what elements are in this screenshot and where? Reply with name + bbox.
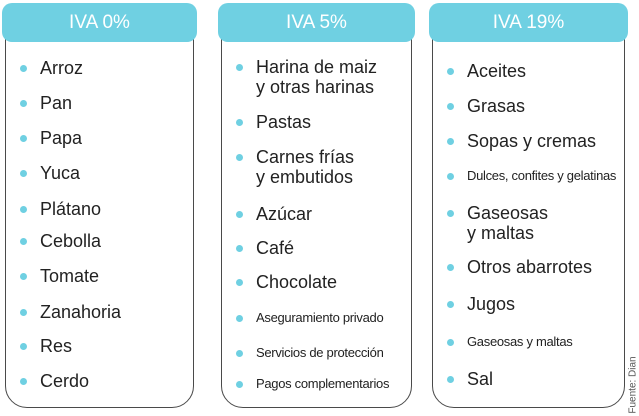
bullet-icon [236, 381, 243, 388]
list-item: Grasas [447, 96, 618, 116]
bullet-icon [20, 65, 27, 72]
bullet-icon [447, 103, 454, 110]
list-item: Servicios de protección [236, 343, 405, 363]
bullet-icon [20, 206, 27, 213]
bullet-icon [236, 211, 243, 218]
bullet-icon [236, 315, 243, 322]
bullet-icon [447, 68, 454, 75]
list-item: Res [20, 336, 187, 356]
column-iva-19: IVA 19% Aceites Grasas Sopas y cremas Du… [429, 3, 628, 408]
bullet-icon [447, 301, 454, 308]
list-item: Azúcar [236, 204, 405, 224]
list-item: Gaseosas y maltas [447, 203, 618, 243]
list-item: Papa [20, 128, 187, 148]
list-item: Carnes frías y embutidos [236, 147, 405, 187]
bullet-icon [447, 264, 454, 271]
bullet-icon [447, 339, 454, 346]
column-header-iva-0: IVA 0% [2, 3, 197, 42]
list-item: Chocolate [236, 272, 405, 292]
list-item: Otros abarrotes [447, 257, 618, 277]
list-item: Dulces, confites y gelatinas [447, 166, 618, 186]
list-item: Aceites [447, 61, 618, 81]
list-item: Plátano [20, 199, 187, 219]
list-item: Pagos complementarios [236, 374, 405, 394]
column-header-iva-19: IVA 19% [429, 3, 628, 42]
bullet-icon [20, 343, 27, 350]
list-item: Pan [20, 93, 187, 113]
column-iva-0: IVA 0% Arroz Pan Papa Yuca Plátano Cebol… [2, 3, 197, 408]
list-item: Yuca [20, 163, 187, 183]
bullet-icon [236, 64, 243, 71]
list-item: Gaseosas y maltas [447, 332, 618, 352]
bullet-icon [447, 210, 454, 217]
list-item: Sal [447, 369, 618, 389]
bullet-icon [20, 100, 27, 107]
column-header-iva-5: IVA 5% [218, 3, 415, 42]
list-item: Aseguramiento privado [236, 308, 405, 328]
bullet-icon [20, 273, 27, 280]
bullet-icon [20, 238, 27, 245]
list-item: Pastas [236, 112, 405, 132]
source-note: Fuente: Dian [627, 356, 639, 414]
bullet-icon [447, 138, 454, 145]
column-iva-5: IVA 5% Harina de maiz y otras harinas Pa… [218, 3, 415, 408]
list-item: Cebolla [20, 231, 187, 251]
bullet-icon [20, 309, 27, 316]
list-item: Café [236, 238, 405, 258]
bullet-icon [236, 119, 243, 126]
bullet-icon [236, 154, 243, 161]
bullet-icon [236, 279, 243, 286]
list-item: Harina de maiz y otras harinas [236, 57, 405, 97]
bullet-icon [20, 378, 27, 385]
bullet-icon [447, 376, 454, 383]
bullet-icon [447, 173, 454, 180]
list-item: Sopas y cremas [447, 131, 618, 151]
list-item: Arroz [20, 58, 187, 78]
list-item: Zanahoria [20, 302, 187, 322]
bullet-icon [20, 135, 27, 142]
bullet-icon [20, 170, 27, 177]
bullet-icon [236, 350, 243, 357]
list-item: Cerdo [20, 371, 187, 391]
list-item: Jugos [447, 294, 618, 314]
list-item: Tomate [20, 266, 187, 286]
bullet-icon [236, 245, 243, 252]
